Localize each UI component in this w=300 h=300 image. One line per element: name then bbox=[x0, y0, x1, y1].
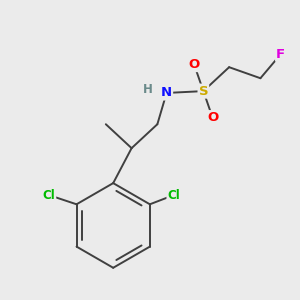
Text: H: H bbox=[142, 83, 152, 96]
Text: Cl: Cl bbox=[43, 189, 55, 202]
Text: Cl: Cl bbox=[167, 189, 180, 202]
Text: N: N bbox=[161, 86, 172, 100]
Text: F: F bbox=[276, 48, 285, 61]
Text: O: O bbox=[207, 111, 218, 124]
Text: S: S bbox=[199, 85, 208, 98]
Text: O: O bbox=[188, 58, 200, 71]
